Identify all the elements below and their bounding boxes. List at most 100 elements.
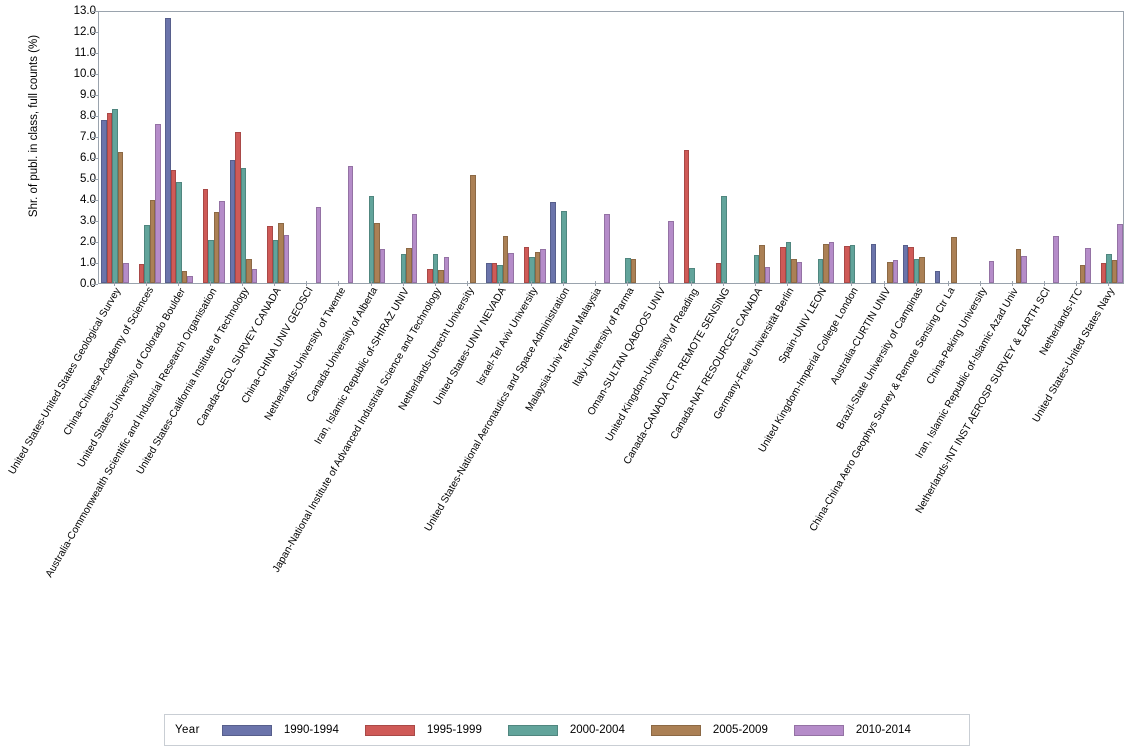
bar	[208, 239, 214, 283]
x-tick-mark	[883, 281, 885, 286]
bar-groups	[99, 12, 1123, 283]
x-tick-label: Israel-Tel Aviv University	[475, 285, 541, 388]
legend-title: Year	[175, 724, 200, 736]
bar	[400, 253, 407, 283]
bar	[625, 257, 631, 283]
bar	[561, 210, 567, 283]
bar	[817, 258, 824, 283]
bar-group	[165, 12, 193, 283]
y-tick-label: 6.0	[80, 152, 96, 164]
y-tick-label: 11.0	[74, 47, 96, 59]
legend-item[interactable]: 1990-1994	[221, 724, 339, 736]
legend-item[interactable]: 2000-2004	[507, 724, 625, 736]
x-tick-mark	[594, 281, 596, 286]
bar-group	[678, 12, 706, 283]
x-tick-mark	[659, 281, 661, 286]
bar	[502, 235, 509, 283]
bar	[438, 270, 444, 283]
legend-swatch	[364, 724, 415, 736]
x-tick-mark	[338, 281, 340, 286]
y-tick-label: 3.0	[80, 215, 96, 227]
bar-group	[358, 12, 386, 283]
x-tick-mark	[242, 281, 244, 286]
y-tick-label: 13.0	[73, 5, 96, 17]
bar-group	[614, 12, 642, 283]
bar	[1021, 255, 1027, 283]
bar	[823, 244, 829, 283]
bar-group	[646, 12, 674, 283]
bar-group	[967, 12, 995, 283]
x-tick-mark	[979, 281, 981, 286]
y-tick-mark	[92, 116, 98, 117]
legend-label: 2010-2014	[855, 724, 911, 736]
x-tick-mark	[402, 281, 404, 286]
bar	[1106, 253, 1112, 283]
bar	[913, 258, 920, 283]
bar	[870, 244, 877, 283]
x-tick-mark	[1011, 281, 1013, 286]
legend-item[interactable]: 1995-1999	[364, 724, 482, 736]
bar	[529, 256, 535, 283]
bar	[219, 201, 225, 283]
x-tick-mark	[1043, 281, 1045, 286]
bar	[470, 174, 476, 283]
y-tick-mark	[92, 74, 98, 75]
y-tick-mark	[92, 158, 98, 159]
bar-group	[197, 12, 225, 283]
bar	[112, 108, 118, 283]
y-tick-label: 4.0	[80, 194, 96, 206]
x-tick-mark	[691, 281, 693, 286]
bar	[123, 263, 129, 283]
bar	[347, 166, 354, 283]
bar	[443, 256, 450, 283]
x-tick-mark	[755, 281, 757, 286]
x-tick-mark	[562, 281, 564, 286]
bar	[267, 226, 273, 283]
x-tick-mark	[915, 281, 917, 286]
bar	[246, 258, 252, 283]
bar	[844, 246, 850, 283]
bar	[721, 195, 727, 283]
bar	[1111, 259, 1118, 283]
legend-item[interactable]: 2005-2009	[650, 724, 768, 736]
bar-group	[1095, 12, 1123, 283]
x-tick-mark	[434, 281, 436, 286]
bar	[540, 249, 546, 283]
bar	[138, 264, 145, 283]
bar	[165, 18, 171, 283]
bar	[374, 223, 380, 283]
y-tick-label: 5.0	[80, 173, 96, 185]
bar	[497, 265, 503, 283]
bar-group	[902, 12, 931, 283]
bar	[155, 124, 161, 283]
bar	[523, 247, 530, 283]
bar	[486, 263, 492, 283]
bar	[1100, 263, 1107, 283]
x-tick-mark	[530, 281, 532, 286]
bar	[1015, 249, 1022, 283]
bar-group	[1063, 12, 1091, 283]
bar	[379, 249, 386, 283]
legend-label: 2005-2009	[712, 724, 768, 736]
bar	[604, 213, 610, 283]
bar	[908, 247, 914, 283]
bar	[432, 253, 439, 283]
legend-item[interactable]: 2010-2014	[793, 724, 911, 736]
bar	[715, 263, 722, 283]
bar	[283, 234, 290, 283]
bar	[368, 195, 375, 283]
y-tick-label: 10.0	[73, 68, 96, 80]
chart-legend: Year 1990-1994 1995-1999 2000-2004 2005-200…	[164, 714, 970, 746]
bar	[202, 188, 209, 283]
bar-group	[518, 12, 546, 283]
x-tick-mark	[723, 281, 725, 286]
bar	[406, 248, 412, 283]
bar-group	[999, 12, 1027, 283]
bar	[427, 269, 433, 283]
y-tick-mark	[92, 242, 98, 243]
x-tick-mark	[466, 281, 468, 286]
bar-group	[807, 12, 835, 283]
x-tick-mark	[210, 281, 212, 286]
bar	[1085, 248, 1091, 283]
